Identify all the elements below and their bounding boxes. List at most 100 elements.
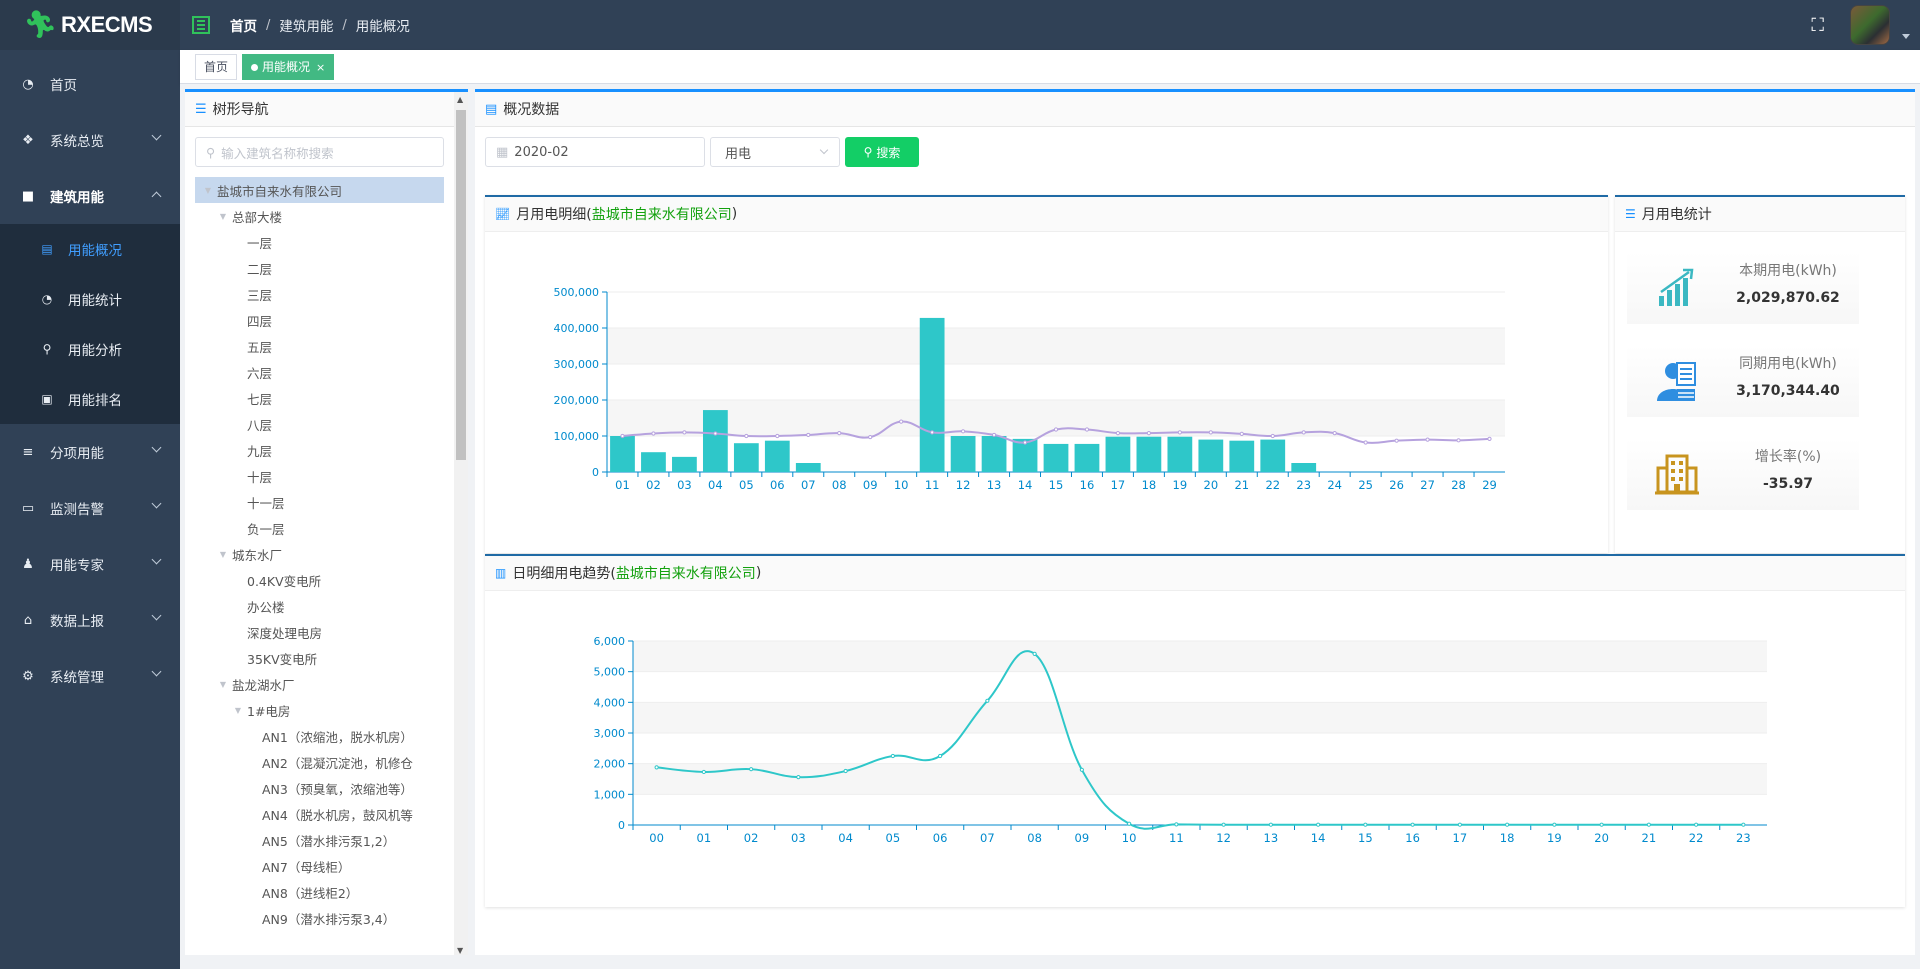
tree-node[interactable]: 七层 bbox=[195, 385, 444, 411]
sidebar-item-system-admin[interactable]: ⚙ 系统管理 bbox=[0, 648, 180, 704]
sidebar-subitem-ranking[interactable]: ▣ 用能排名 bbox=[0, 374, 180, 424]
tag-dot-icon bbox=[251, 63, 259, 71]
scrollbar-thumb[interactable] bbox=[456, 110, 466, 460]
tree-node[interactable]: 十一层 bbox=[195, 489, 444, 515]
sidebar-item-sub-energy[interactable]: ≡ 分项用能 bbox=[0, 424, 180, 480]
logo[interactable]: 🏃︎ RXECMS bbox=[0, 0, 180, 50]
scroll-down-icon[interactable]: ▼ bbox=[457, 946, 464, 955]
stat-value: -35.97 bbox=[1762, 476, 1814, 492]
sidebar-item-building-energy[interactable]: ■ 建筑用能 bbox=[0, 168, 180, 224]
tree-node[interactable]: AN2（混凝沉淀池，机修仓 bbox=[195, 749, 444, 775]
sidebar-item-system-overview[interactable]: ❖ 系统总览 bbox=[0, 112, 180, 168]
tree-node[interactable]: ▼ 总部大楼 bbox=[195, 203, 444, 229]
bar bbox=[1260, 439, 1286, 472]
tree-node[interactable]: 0.4KV变电所 bbox=[195, 567, 444, 593]
breadcrumb-home[interactable]: 首页 bbox=[230, 19, 257, 35]
sidebar-subitem-analysis[interactable]: ⚲ 用能分析 bbox=[0, 324, 180, 374]
tree-toggle-icon[interactable]: ▼ bbox=[219, 549, 227, 559]
stat-current-usage: 本期用电(kWh) 2,029,870.62 bbox=[1627, 252, 1859, 324]
expert-icon: ♟ bbox=[22, 556, 34, 572]
caret-down-icon[interactable] bbox=[1902, 33, 1910, 39]
tree-node[interactable]: 负一层 bbox=[195, 515, 444, 541]
monthly-stats-card: ☰ 月用电统计 本期用电(kWh) 2,029,870.62 bbox=[1615, 195, 1905, 553]
chevron-up-icon bbox=[151, 191, 162, 202]
date-picker[interactable]: ▦ 2020-02 bbox=[485, 137, 705, 167]
tree-node[interactable]: ▼ 1#电房 bbox=[195, 697, 444, 723]
tree-toggle-icon[interactable]: ▼ bbox=[234, 705, 242, 715]
sidebar-item-home[interactable]: ◔ 首页 bbox=[0, 56, 180, 112]
tree-node[interactable]: 二层 bbox=[195, 255, 444, 281]
scroll-up-icon[interactable]: ▲ bbox=[457, 95, 464, 104]
building-icon bbox=[1655, 454, 1699, 495]
tree-node[interactable]: 深度处理电房 bbox=[195, 619, 444, 645]
tree-node[interactable]: 35KV变电所 bbox=[195, 645, 444, 671]
tag-home[interactable]: 首页 bbox=[195, 53, 238, 80]
x-tick-label: 12 bbox=[956, 478, 971, 492]
tree-node[interactable]: 四层 bbox=[195, 307, 444, 333]
date-value: 2020-02 bbox=[514, 144, 569, 160]
line-point bbox=[1410, 822, 1415, 827]
y-tick-label: 2,000 bbox=[594, 758, 626, 771]
tree-node[interactable]: ▼ 盐城市自来水有限公司 bbox=[195, 177, 444, 203]
tree-node[interactable]: 一层 bbox=[195, 229, 444, 255]
line-point bbox=[1177, 430, 1182, 435]
tree-toggle-icon[interactable]: ▼ bbox=[219, 679, 227, 689]
line-point bbox=[806, 432, 811, 438]
tree-node[interactable]: AN4（脱水机房，鼓风机等 bbox=[195, 801, 444, 827]
tree-node[interactable]: ▼ 城东水厂 bbox=[195, 541, 444, 567]
sidebar-item-label: 用能专家 bbox=[50, 558, 104, 574]
tree-node[interactable]: ▼ 盐龙湖水厂 bbox=[195, 671, 444, 697]
line-point bbox=[1425, 437, 1430, 442]
sidebar-item-monitor-alarm[interactable]: ▭ 监测告警 bbox=[0, 480, 180, 536]
tree-search-placeholder: 输入建筑名称称搜索 bbox=[221, 145, 334, 161]
breadcrumb-current: 用能概况 bbox=[355, 19, 410, 35]
tree-node[interactable]: AN8（进线柜2） bbox=[195, 879, 444, 905]
x-tick-label: 14 bbox=[1311, 831, 1326, 845]
sidebar-subitem-statistics[interactable]: ◔ 用能统计 bbox=[0, 274, 180, 324]
energy-type-select[interactable]: 用电 bbox=[710, 137, 840, 167]
search-button[interactable]: ⚲ 搜索 bbox=[845, 137, 919, 167]
tree-node[interactable]: 三层 bbox=[195, 281, 444, 307]
tree-toggle-icon[interactable]: ▼ bbox=[219, 211, 227, 221]
tree-node[interactable]: 六层 bbox=[195, 359, 444, 385]
sidebar-item-label: 系统管理 bbox=[50, 670, 104, 686]
monthly-chart-title: 月用电明细( bbox=[516, 207, 592, 223]
tree-node[interactable]: AN3（预臭氧，浓缩池等） bbox=[195, 775, 444, 801]
close-icon[interactable]: × bbox=[316, 60, 326, 74]
x-tick-label: 11 bbox=[1169, 831, 1184, 845]
tree-node[interactable]: 九层 bbox=[195, 437, 444, 463]
tree-node[interactable]: AN9（潜水排污泵3,4） bbox=[195, 905, 444, 931]
tree-panel-header: ☰ 树形导航 bbox=[185, 92, 454, 127]
tree-node[interactable]: 五层 bbox=[195, 333, 444, 359]
avatar[interactable] bbox=[1850, 5, 1890, 45]
tree-node-label: 五层 bbox=[247, 339, 273, 355]
tree-node[interactable]: 办公楼 bbox=[195, 593, 444, 619]
sidebar-item-data-report[interactable]: ⌂ 数据上报 bbox=[0, 592, 180, 648]
sidebar-subitem-overview[interactable]: ▤ 用能概况 bbox=[0, 224, 180, 274]
tag-current[interactable]: 用能概况 × bbox=[242, 53, 335, 80]
sidebar-item-label: 数据上报 bbox=[50, 614, 104, 630]
hamburger-icon[interactable] bbox=[192, 16, 210, 34]
tree-node[interactable]: 十层 bbox=[195, 463, 444, 489]
submenu-building-energy: ▤ 用能概况 ◔ 用能统计 ⚲ 用能分析 ▣ 用能排名 bbox=[0, 224, 180, 424]
tree-node[interactable]: 八层 bbox=[195, 411, 444, 437]
sidebar-item-energy-expert[interactable]: ♟ 用能专家 bbox=[0, 536, 180, 592]
line-point bbox=[1239, 431, 1244, 436]
tree-search-input[interactable]: ⚲ 输入建筑名称称搜索 bbox=[195, 137, 444, 167]
stat-growth-rate: 增长率(%) -35.97 bbox=[1627, 438, 1859, 510]
x-tick-label: 02 bbox=[744, 831, 759, 845]
x-tick-label: 21 bbox=[1234, 478, 1249, 492]
tree-scrollbar[interactable]: ▲ ▼ bbox=[454, 92, 468, 955]
x-tick-label: 15 bbox=[1049, 478, 1064, 492]
tree-toggle-icon[interactable]: ▼ bbox=[204, 185, 212, 195]
tree-node[interactable]: AN7（母线柜） bbox=[195, 853, 444, 879]
bar bbox=[1074, 443, 1100, 472]
tree-node-label: 盐龙湖水厂 bbox=[232, 677, 295, 693]
fullscreen-icon[interactable]: ⛶ bbox=[1811, 14, 1824, 36]
line-point bbox=[1741, 822, 1746, 827]
tree-node[interactable]: AN1（浓缩池，脱水机房） bbox=[195, 723, 444, 749]
stats-header: ☰ 月用电统计 bbox=[1615, 197, 1905, 232]
tree-node[interactable]: AN5（潜水排污泵1,2） bbox=[195, 827, 444, 853]
y-tick-label: 200,000 bbox=[554, 394, 600, 407]
chevron-down-icon bbox=[151, 498, 162, 509]
